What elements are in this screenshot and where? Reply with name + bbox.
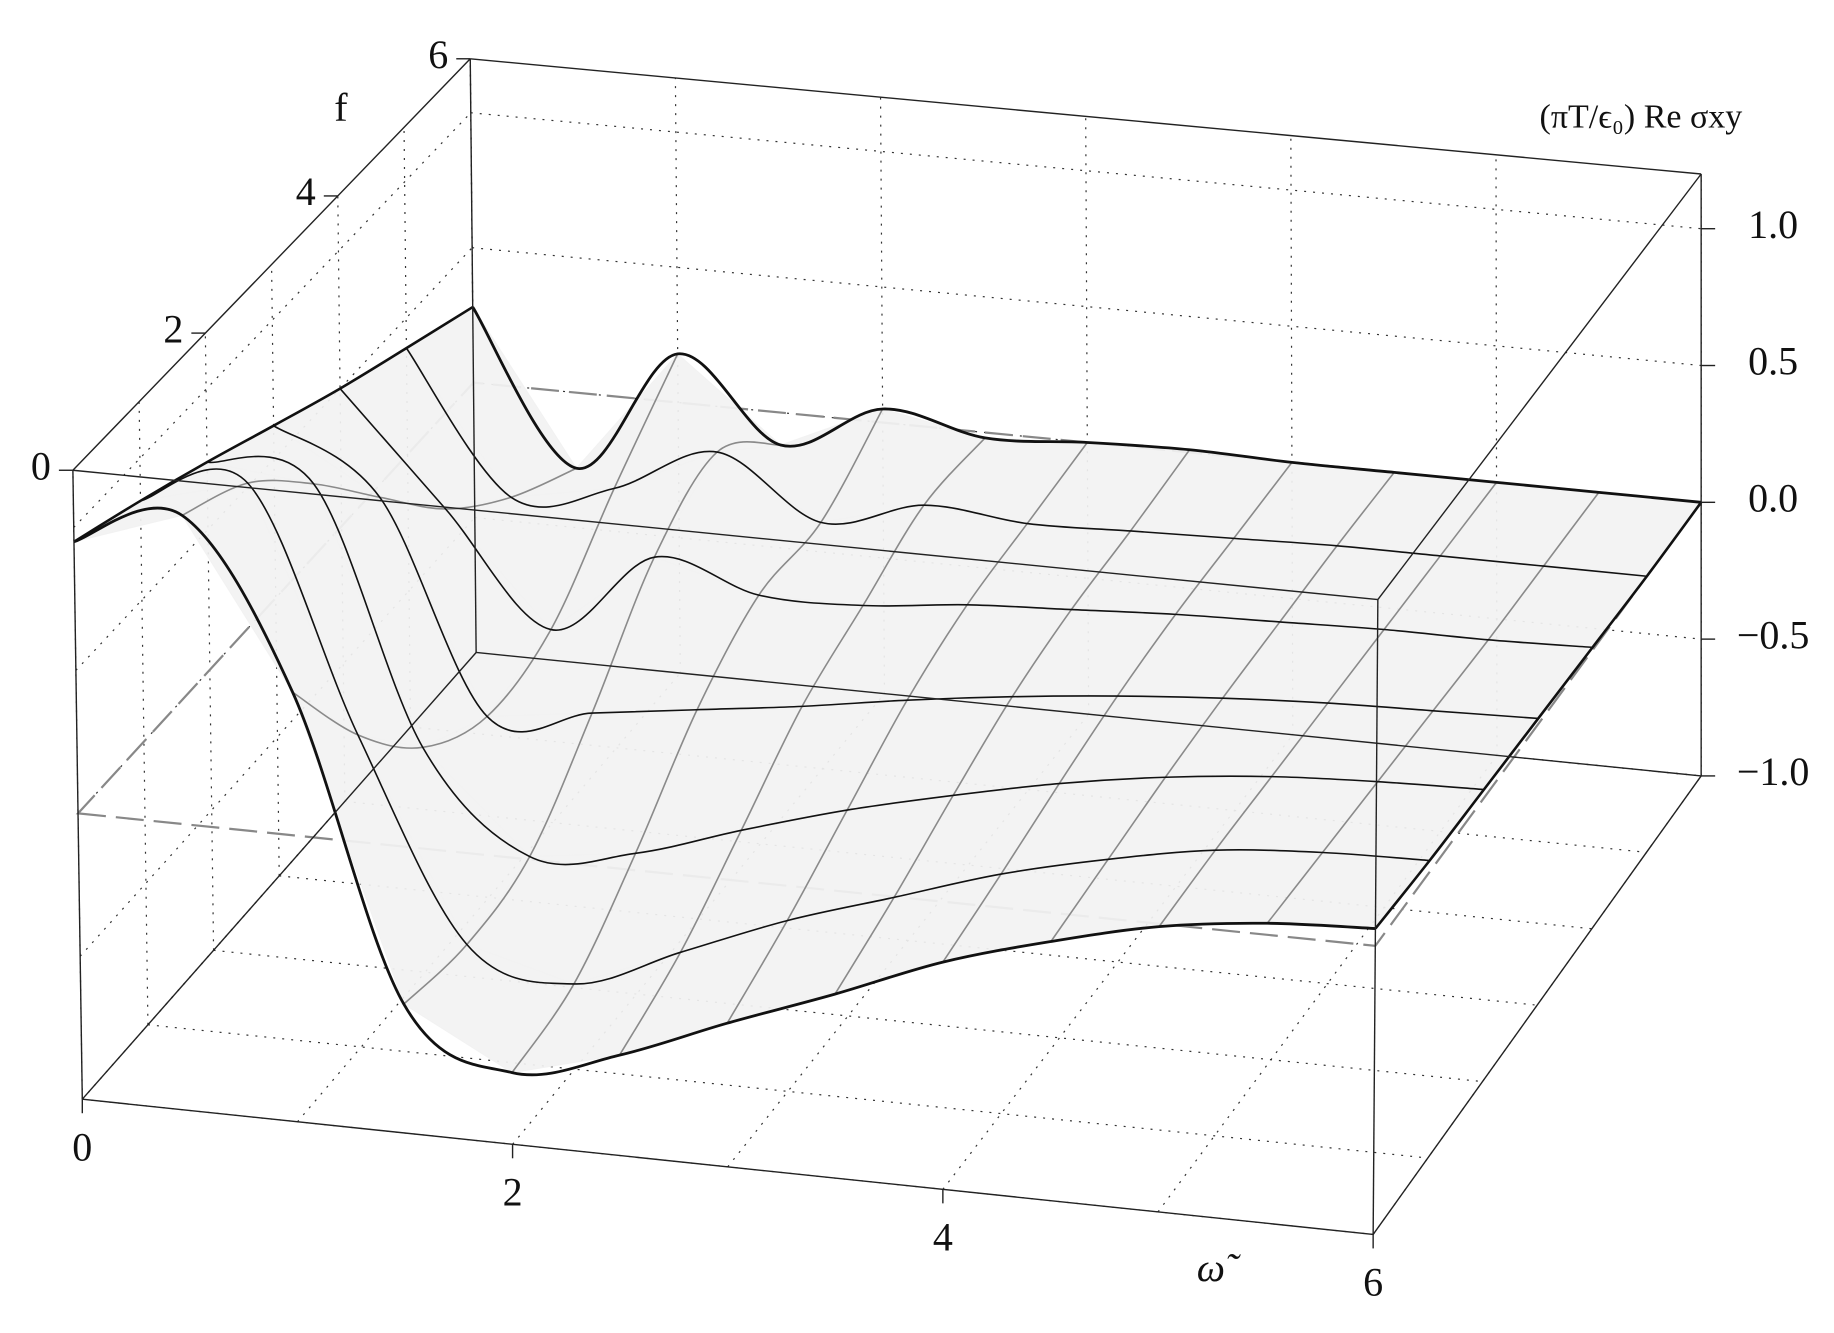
z-tick-label: −0.5 [1737,612,1810,657]
y-tick-label: 2 [163,306,183,351]
y-tick-label: 6 [428,32,448,77]
x-tick-label: 2 [503,1169,523,1214]
box-edge [1372,599,1379,1235]
box-edge [82,1098,1374,1236]
f-line [471,306,1702,504]
z-tick-label: 1.0 [1748,202,1798,247]
y-tick-label: 4 [296,169,316,214]
floor-grid-line [279,875,1538,1006]
box-edge [469,58,477,653]
back-grid-line [472,247,1702,367]
surface [73,306,1703,1074]
side-grid-line [73,112,472,528]
box-edge [470,58,1702,175]
box-edge [72,58,471,471]
box-edge [72,469,1378,601]
z-tick-label: 0.0 [1748,475,1798,520]
f-line [405,347,1647,578]
side-grid-line [138,401,149,1025]
x-tick-label: 6 [1363,1260,1383,1305]
box-edge [1377,173,1702,601]
f-line [273,425,1539,733]
x-tick-label: 4 [933,1215,953,1260]
f-line [339,388,1593,649]
z-axis-label: (πT/ϵ₀) Re σxy [1540,99,1743,136]
x-axis-label: ω̃ [1197,1245,1241,1290]
y-axis-label: f [334,85,348,130]
side-grid-line [204,333,215,951]
back-grid-line [470,112,1702,230]
box-edge [81,652,477,1100]
floor-grid-line [213,949,1483,1083]
z-tick-label: −1.0 [1737,749,1810,794]
box-edge [72,470,83,1100]
f-line [73,506,1376,1077]
axes: 0 2 4 6 0 2 4 6 −1.0 −0.5 0.0 0.5 1.0 ω̃ f (πT/ϵ₀) Re σ… [31,32,1810,1305]
box-edge [476,651,1702,777]
box-edge [1372,775,1702,1235]
mesh [73,305,1703,1077]
omega-line [292,353,679,749]
f-line [140,468,1430,985]
z-tick-label: 0.5 [1748,339,1798,384]
y-tick-label: 0 [31,443,51,488]
floor-grid-line [147,1024,1428,1159]
f-line [206,455,1485,866]
x-tick-label: 0 [72,1124,92,1169]
